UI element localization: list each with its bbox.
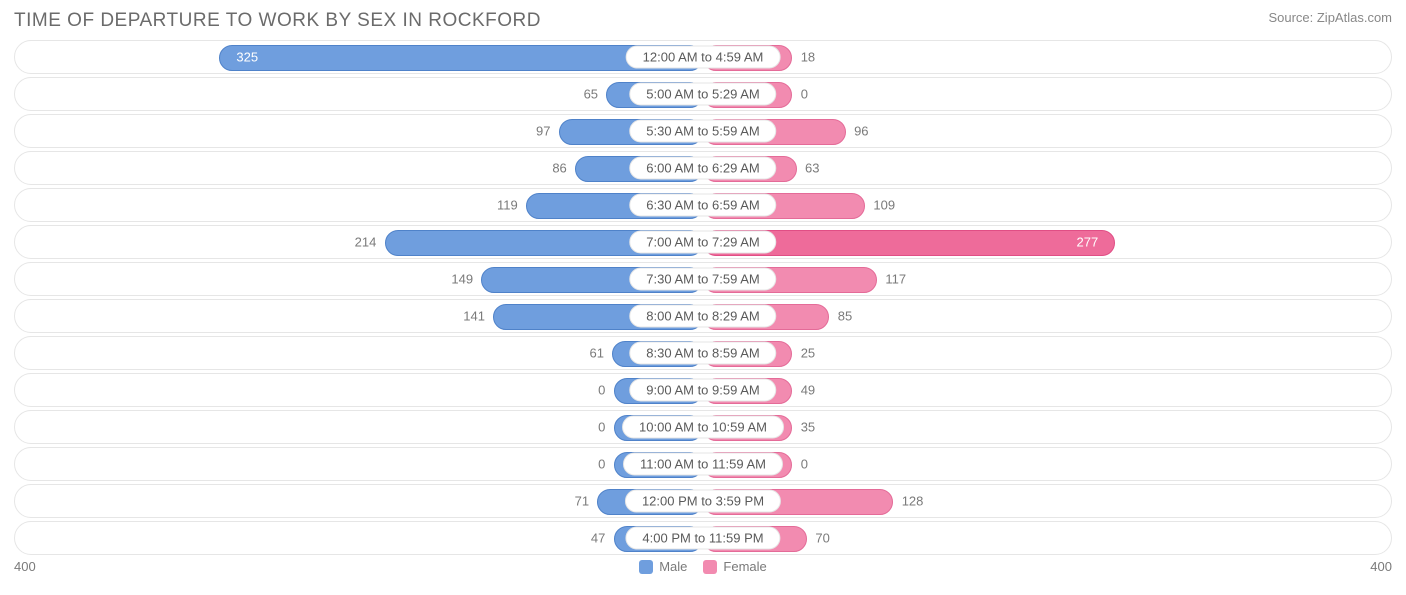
value-female: 25 (801, 346, 815, 361)
chart-row: 141 85 8:00 AM to 8:29 AM (14, 299, 1392, 333)
chart-container: TIME OF DEPARTURE TO WORK BY SEX IN ROCK… (0, 0, 1406, 595)
value-female: 128 (902, 494, 924, 509)
row-label: 6:30 AM to 6:59 AM (629, 194, 776, 217)
chart-row: 0 0 11:00 AM to 11:59 AM (14, 447, 1392, 481)
chart-row: 65 0 5:00 AM to 5:29 AM (14, 77, 1392, 111)
legend-swatch-female (703, 560, 717, 574)
value-male: 0 (598, 383, 605, 398)
value-female: 0 (801, 457, 808, 472)
chart-row: 71 128 12:00 PM to 3:59 PM (14, 484, 1392, 518)
axis-right-label: 400 (1370, 559, 1392, 574)
legend: Male Female (639, 559, 767, 574)
row-label: 7:30 AM to 7:59 AM (629, 268, 776, 291)
value-female: 109 (873, 198, 895, 213)
value-female: 63 (805, 161, 819, 176)
value-male: 119 (497, 198, 518, 213)
chart-row: 0 49 9:00 AM to 9:59 AM (14, 373, 1392, 407)
value-female: 0 (801, 87, 808, 102)
row-label: 12:00 AM to 4:59 AM (626, 46, 781, 69)
value-female: 18 (801, 50, 815, 65)
row-label: 8:00 AM to 8:29 AM (629, 305, 776, 328)
axis-left-label: 400 (14, 559, 36, 574)
value-female: 49 (801, 383, 815, 398)
row-label: 8:30 AM to 8:59 AM (629, 342, 776, 365)
value-male: 149 (451, 272, 473, 287)
row-label: 11:00 AM to 11:59 AM (623, 453, 783, 476)
value-male: 61 (590, 346, 604, 361)
value-female: 70 (815, 531, 829, 546)
legend-label-male: Male (659, 559, 687, 574)
value-male: 97 (536, 124, 550, 139)
value-male: 86 (552, 161, 566, 176)
value-male: 325 (226, 50, 268, 65)
value-male: 65 (584, 87, 598, 102)
value-female: 117 (885, 272, 906, 287)
chart-row: 214 277 7:00 AM to 7:29 AM (14, 225, 1392, 259)
row-label: 4:00 PM to 11:59 PM (625, 527, 780, 550)
legend-swatch-male (639, 560, 653, 574)
row-label: 6:00 AM to 6:29 AM (629, 157, 776, 180)
row-label: 5:00 AM to 5:29 AM (629, 83, 776, 106)
value-female: 96 (854, 124, 868, 139)
value-female: 85 (838, 309, 852, 324)
chart-footer: 400 Male Female 400 (14, 559, 1392, 574)
row-label: 9:00 AM to 9:59 AM (629, 379, 776, 402)
legend-female: Female (703, 559, 766, 574)
source-attribution: Source: ZipAtlas.com (1268, 10, 1392, 25)
legend-male: Male (639, 559, 687, 574)
legend-label-female: Female (723, 559, 766, 574)
row-label: 5:30 AM to 5:59 AM (629, 120, 776, 143)
value-male: 214 (355, 235, 377, 250)
diverging-bar-chart: 325 18 12:00 AM to 4:59 AM 65 0 5:00 AM to 5:… (14, 40, 1392, 555)
row-label: 7:00 AM to 7:29 AM (629, 231, 776, 254)
value-male: 71 (575, 494, 589, 509)
chart-row: 0 35 10:00 AM to 10:59 AM (14, 410, 1392, 444)
row-label: 12:00 PM to 3:59 PM (625, 490, 781, 513)
chart-row: 86 63 6:00 AM to 6:29 AM (14, 151, 1392, 185)
chart-row: 325 18 12:00 AM to 4:59 AM (14, 40, 1392, 74)
value-female: 277 (1067, 235, 1109, 250)
value-male: 0 (598, 457, 605, 472)
chart-row: 47 70 4:00 PM to 11:59 PM (14, 521, 1392, 555)
value-male: 0 (598, 420, 605, 435)
chart-row: 119 109 6:30 AM to 6:59 AM (14, 188, 1392, 222)
chart-row: 61 25 8:30 AM to 8:59 AM (14, 336, 1392, 370)
value-male: 47 (591, 531, 605, 546)
header: TIME OF DEPARTURE TO WORK BY SEX IN ROCK… (14, 10, 1392, 32)
chart-row: 149 117 7:30 AM to 7:59 AM (14, 262, 1392, 296)
value-male: 141 (463, 309, 485, 324)
chart-title: TIME OF DEPARTURE TO WORK BY SEX IN ROCK… (14, 10, 541, 32)
value-female: 35 (801, 420, 815, 435)
row-label: 10:00 AM to 10:59 AM (622, 416, 784, 439)
chart-row: 97 96 5:30 AM to 5:59 AM (14, 114, 1392, 148)
